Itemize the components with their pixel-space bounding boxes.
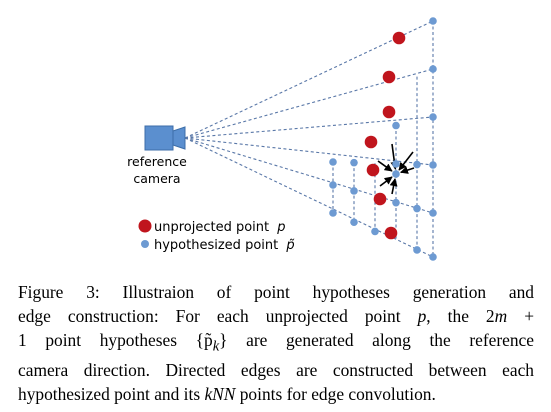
hypothesized-point	[413, 246, 421, 254]
camera-label-line2: camera	[133, 171, 180, 186]
figure-caption: Figure 3: Illustraion of point hypothese…	[18, 280, 534, 406]
legend-hypothesized-label: hypothesized point	[154, 238, 278, 253]
camera-ray-line	[184, 116, 434, 139]
hypothesized-point	[392, 198, 400, 207]
hypothesized-point	[429, 113, 437, 121]
knn-edge-arrow	[377, 160, 393, 172]
svg-text:hypothesized point p̃: hypothesized point p̃	[154, 238, 295, 253]
caption-line-1: Figure 3: Illustraion of point hypothese…	[18, 282, 534, 302]
unprojected-point	[364, 135, 378, 149]
hypothesized-point	[429, 65, 437, 73]
point-markers	[329, 17, 437, 261]
hypothesized-point	[329, 209, 337, 217]
hypothesized-point	[371, 227, 379, 236]
hypothesized-point	[429, 17, 437, 25]
legend-unprojected-marker	[138, 219, 152, 233]
hypothesized-point	[429, 209, 437, 217]
hypothesized-point	[350, 187, 358, 195]
hypothesis-diagram: reference camera unprojected point p hyp…	[127, 17, 437, 261]
hypothesized-point	[350, 158, 358, 167]
legend-hypothesized-symbol: p̃	[285, 238, 294, 253]
camera-ray-line	[184, 137, 434, 258]
svg-text:unprojected point p: unprojected point p	[154, 220, 286, 235]
unprojected-point	[366, 163, 380, 177]
knn-edge-arrows	[377, 143, 415, 195]
unprojected-point	[382, 70, 396, 84]
knn-edge-arrow	[389, 178, 398, 195]
depth-grid	[332, 21, 434, 257]
unprojected-point	[384, 226, 398, 240]
camera-icon	[144, 125, 186, 151]
legend: unprojected point p hypothesized point p…	[138, 219, 295, 253]
legend-unprojected-symbol: p	[276, 220, 285, 235]
hypothesized-point	[392, 160, 400, 168]
legend-hypothesized-marker	[141, 240, 149, 248]
hypothesized-point	[329, 158, 337, 166]
caption-line-5: hypothesized point and its kNN points fo…	[18, 384, 436, 405]
unprojected-point	[373, 192, 387, 206]
camera-ray-line	[184, 20, 434, 139]
caption-line-2: edge construction: For each unprojected …	[18, 306, 535, 326]
camera-label-line1: reference	[127, 154, 187, 169]
query-hypothesized-point	[392, 170, 400, 178]
unprojected-point	[382, 105, 396, 119]
hypothesized-point	[429, 253, 437, 261]
hypothesized-point	[392, 121, 400, 130]
hypothesized-point	[350, 218, 358, 227]
hypothesized-point	[429, 161, 437, 169]
hypothesized-point	[329, 181, 337, 189]
caption-line-4: camera direction. Directed edges are con…	[18, 360, 534, 381]
caption-figure-label: Figure 3:	[18, 282, 100, 302]
unprojected-point	[392, 31, 406, 45]
hypothesized-point	[413, 204, 421, 213]
knn-edge-arrow	[399, 166, 415, 174]
legend-unprojected-label: unprojected point	[154, 220, 269, 235]
hypothesized-point	[413, 160, 421, 169]
knn-edge-arrow	[379, 176, 393, 187]
caption-line-3: 1 point hypotheses {p̃k} are generated a…	[18, 330, 534, 355]
camera-ray-line	[184, 137, 434, 214]
